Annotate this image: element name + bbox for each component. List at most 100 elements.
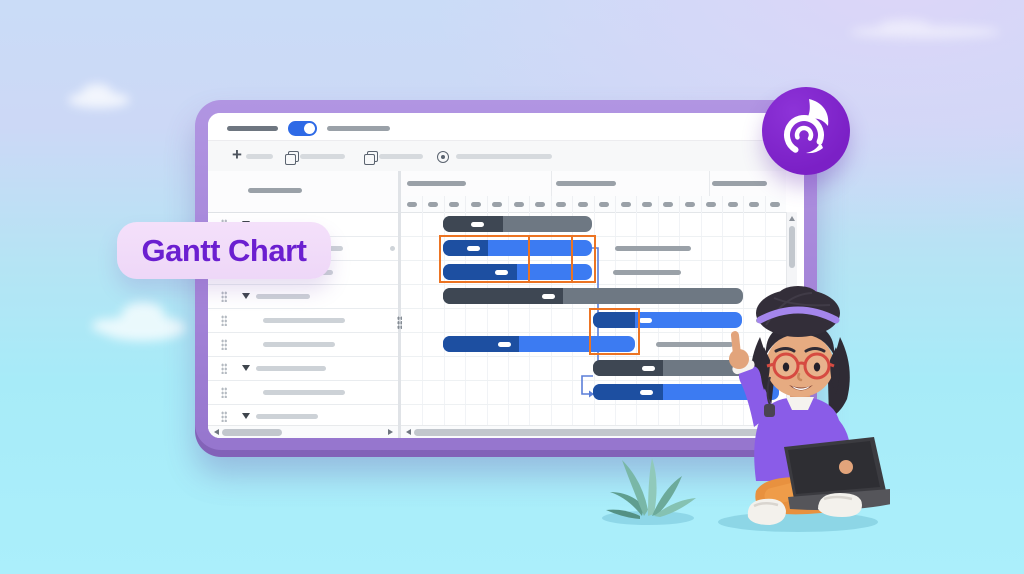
row-drag-handle-icon[interactable] [221, 339, 227, 350]
timeline-unit-placeholder [406, 202, 417, 207]
timeline-unit-placeholder [556, 202, 567, 207]
button-label-placeholder [300, 154, 345, 159]
taskbar[interactable] [443, 264, 592, 280]
label-placeholder [227, 126, 278, 131]
row-drag-handle-icon[interactable] [221, 363, 227, 374]
scrollbar-thumb[interactable] [222, 429, 282, 436]
taskbar[interactable] [443, 336, 635, 352]
grid-line [465, 212, 467, 428]
summary-taskbar[interactable] [443, 216, 592, 232]
scrollbar-thumb[interactable] [414, 429, 782, 436]
timeline-unit-placeholder [663, 202, 674, 207]
grid-line [443, 212, 445, 428]
timeline-unit-placeholder [599, 202, 610, 207]
scroll-left-arrow[interactable] [406, 429, 411, 435]
taskbar[interactable] [593, 384, 779, 400]
duplicate-icon[interactable] [364, 151, 378, 165]
app-content: + [208, 113, 804, 438]
timeline-tier1-cell [709, 171, 786, 196]
preview-eye-icon[interactable] [437, 151, 449, 163]
row-collapse-icon[interactable] [242, 293, 250, 299]
task-name-placeholder [263, 390, 345, 395]
chart-row [401, 236, 786, 261]
task-grid-row[interactable] [208, 308, 398, 333]
timeline-unit-placeholder [492, 202, 503, 207]
scroll-left-arrow[interactable] [214, 429, 219, 435]
text-placeholder-dot [390, 246, 395, 251]
splitter-grip-icon[interactable] [397, 316, 402, 330]
timeline-tier2-cell [551, 196, 574, 212]
taskbar-progress [593, 384, 663, 400]
row-drag-handle-icon[interactable] [221, 387, 227, 398]
timeline-unit-placeholder [706, 202, 717, 207]
grid-column-header [208, 171, 398, 213]
taskbar[interactable] [593, 312, 742, 328]
timeline-tier2-cell [658, 196, 681, 212]
selection-divider [571, 237, 573, 281]
timeline-tier2-cell [572, 196, 595, 212]
timeline-tier2-cell [743, 196, 766, 212]
timeline-tier2 [401, 196, 786, 213]
toggle-switch[interactable] [288, 121, 317, 136]
row-collapse-icon[interactable] [242, 365, 250, 371]
taskbar-label-placeholder [495, 269, 508, 275]
chart-row [401, 332, 786, 357]
task-grid-row[interactable] [208, 284, 398, 309]
pane-splitter[interactable] [397, 171, 402, 438]
timeline-tier2-cell [636, 196, 659, 212]
timeline-tier2-cell [765, 196, 786, 212]
timeline-tier2-cell [594, 196, 616, 212]
cloud [92, 302, 186, 341]
duplicate-icon[interactable] [285, 151, 299, 165]
scrollbar-thumb[interactable] [789, 226, 795, 268]
task-grid-pane [208, 171, 398, 438]
row-drag-handle-icon[interactable] [221, 315, 227, 326]
taskbar-progress [443, 264, 517, 280]
chart-horizontal-scrollbar[interactable] [401, 425, 786, 438]
taskbar-label-placeholder [471, 221, 484, 227]
scroll-right-arrow[interactable] [388, 429, 393, 435]
taskbar-progress [443, 240, 488, 256]
task-grid-row[interactable] [208, 332, 398, 357]
plant-illustration [602, 458, 696, 525]
task-name-placeholder [256, 366, 326, 371]
chart-row [401, 380, 786, 405]
grid-line [743, 212, 745, 428]
summary-taskbar[interactable] [443, 288, 743, 304]
bar-side-label-placeholder [613, 270, 681, 275]
grid-line [572, 212, 574, 428]
timeline-unit-placeholder [449, 202, 460, 207]
row-drag-handle-icon[interactable] [221, 411, 227, 422]
timeline-tier2-cell [701, 196, 723, 212]
scroll-up-arrow[interactable] [789, 216, 795, 221]
left-horizontal-scrollbar[interactable] [208, 425, 398, 438]
row-drag-handle-icon[interactable] [221, 291, 227, 302]
button-label-placeholder [246, 154, 273, 159]
blazor-flame-icon [784, 99, 829, 155]
add-icon[interactable]: + [232, 145, 242, 164]
taskbar-progress [443, 288, 563, 304]
timeline-unit-placeholder [470, 202, 481, 207]
task-grid-row[interactable] [208, 380, 398, 405]
taskbar-label-placeholder [542, 293, 555, 299]
timeline-tier2-cell [508, 196, 531, 212]
timeline-unit-placeholder [770, 202, 781, 207]
timeline-unit-placeholder [620, 202, 631, 207]
taskbar[interactable] [443, 240, 592, 256]
timeline-unit-placeholder [535, 202, 546, 207]
task-name-placeholder [263, 342, 335, 347]
summary-taskbar[interactable] [593, 360, 773, 376]
timeline-tier2-cell [529, 196, 552, 212]
row-collapse-icon[interactable] [242, 413, 250, 419]
task-grid-row[interactable] [208, 356, 398, 381]
task-name-placeholder [256, 414, 318, 419]
timeline-chart-pane [401, 171, 786, 438]
label-placeholder [327, 126, 390, 131]
timeline-tier2-cell [679, 196, 702, 212]
gantt-grid [208, 171, 804, 438]
chart-canvas [401, 212, 786, 429]
taskbar-progress [593, 360, 663, 376]
taskbar-label-placeholder [498, 341, 511, 347]
button-label-placeholder [456, 154, 552, 159]
timeline-label-placeholder [556, 181, 616, 186]
